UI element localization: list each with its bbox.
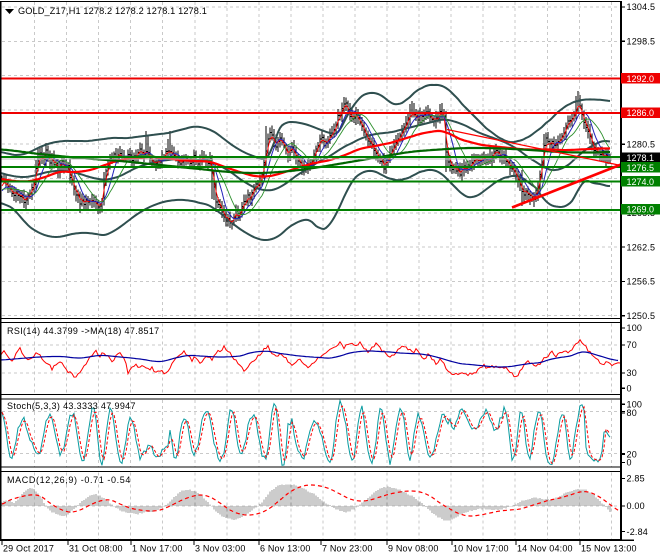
svg-text:70: 70 — [627, 340, 637, 350]
svg-text:20: 20 — [627, 450, 637, 460]
svg-text:9 Nov 08:00: 9 Nov 08:00 — [388, 544, 439, 554]
svg-text:1304.5: 1304.5 — [627, 2, 656, 12]
svg-text:80: 80 — [627, 408, 637, 418]
svg-text:15 Nov 13:00: 15 Nov 13:00 — [581, 544, 637, 554]
svg-text:Stoch(5,3,3) 43.3333 47.9947: Stoch(5,3,3) 43.3333 47.9947 — [7, 401, 136, 411]
svg-text:0: 0 — [627, 458, 632, 468]
svg-text:1280.5: 1280.5 — [627, 139, 656, 149]
svg-text:2.85: 2.85 — [627, 474, 645, 484]
svg-text:31 Oct 08:00: 31 Oct 08:00 — [69, 544, 123, 554]
svg-text:10 Nov 17:00: 10 Nov 17:00 — [453, 544, 509, 554]
svg-text:1278.1: 1278.1 — [627, 153, 655, 163]
svg-text:1250.5: 1250.5 — [627, 311, 656, 321]
svg-text:0: 0 — [627, 384, 632, 394]
svg-text:MACD(12,26,9) -0.71 -0.54: MACD(12,26,9) -0.71 -0.54 — [7, 475, 131, 485]
svg-text:30: 30 — [627, 368, 637, 378]
svg-text:100: 100 — [627, 399, 643, 409]
svg-text:1 Nov 17:00: 1 Nov 17:00 — [132, 544, 183, 554]
svg-text:1274.0: 1274.0 — [627, 177, 655, 187]
svg-text:6 Nov 13:00: 6 Nov 13:00 — [260, 544, 311, 554]
svg-text:-2.84: -2.84 — [627, 527, 649, 537]
svg-text:1292.0: 1292.0 — [627, 74, 655, 84]
svg-text:1269.0: 1269.0 — [627, 204, 655, 214]
svg-text:0.00: 0.00 — [627, 501, 645, 511]
svg-text:1256.5: 1256.5 — [627, 277, 656, 287]
svg-text:7 Nov 23:00: 7 Nov 23:00 — [322, 544, 373, 554]
svg-text:3 Nov 03:00: 3 Nov 03:00 — [195, 544, 246, 554]
svg-text:1286.0: 1286.0 — [627, 108, 655, 118]
svg-text:14 Nov 04:00: 14 Nov 04:00 — [517, 544, 573, 554]
svg-text:GOLD_Z17,H1 1278.2 1278.2 127: GOLD_Z17,H1 1278.2 1278.2 1278.1 1278.1 — [18, 6, 207, 16]
svg-text:1276.5: 1276.5 — [627, 163, 655, 173]
svg-text:1262.5: 1262.5 — [627, 242, 656, 252]
svg-text:100: 100 — [627, 323, 643, 333]
svg-text:29 Oct 2017: 29 Oct 2017 — [3, 544, 54, 554]
svg-text:RSI(14) 44.3799 ->MA(18) 47.8: RSI(14) 44.3799 ->MA(18) 47.8517 — [7, 326, 160, 336]
svg-text:1298.5: 1298.5 — [627, 37, 656, 47]
